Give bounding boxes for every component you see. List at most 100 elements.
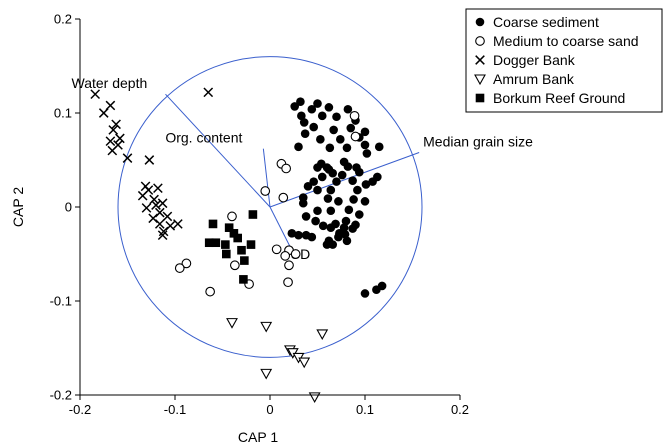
point-borkum-reef-ground <box>222 249 231 259</box>
point-dogger-bank <box>173 219 183 229</box>
point-coarse-sediment <box>361 180 371 189</box>
x-tick-label: -0.1 <box>164 402 186 417</box>
point-amrum-bank <box>260 368 273 380</box>
axes: -0.2 -0.1 0 0.1 0.2 -0.2 -0.1 0 0.1 0.2 CAP 1 CAP 2 <box>10 12 469 446</box>
point-medium-to-coarse-sand <box>350 131 361 142</box>
point-coarse-sediment <box>337 170 347 180</box>
point-dogger-bank <box>203 87 214 98</box>
point-medium-to-coarse-sand <box>278 192 289 203</box>
series-amrum-bank <box>226 318 329 404</box>
point-coarse-sediment <box>309 122 319 132</box>
series-coarse-sediment <box>287 97 387 298</box>
point-coarse-sediment <box>294 142 303 152</box>
point-amrum-bank <box>298 357 311 369</box>
point-coarse-sediment <box>301 212 311 221</box>
point-coarse-sediment <box>343 162 353 171</box>
correlation-circle <box>117 56 423 358</box>
point-dogger-bank <box>157 230 168 241</box>
legend-label-amrum-bank: Amrum Bank <box>493 71 575 87</box>
legend-item-coarse-sediment: Coarse sediment <box>475 14 599 30</box>
legend-label-coarse-sediment: Coarse sediment <box>493 14 599 30</box>
point-coarse-sediment <box>313 206 322 216</box>
point-coarse-sediment <box>317 172 327 182</box>
point-coarse-sediment <box>313 185 322 195</box>
vector-label-water-depth: Water depth <box>72 75 148 91</box>
point-medium-to-coarse-sand <box>227 211 237 222</box>
point-borkum-reef-ground <box>240 256 249 265</box>
point-coarse-sediment <box>311 216 320 226</box>
point-medium-to-coarse-sand <box>284 260 294 271</box>
point-coarse-sediment <box>329 125 338 135</box>
point-coarse-sediment <box>307 232 317 242</box>
point-coarse-sediment <box>340 229 350 239</box>
point-coarse-sediment <box>296 97 305 107</box>
point-dogger-bank <box>122 153 133 163</box>
point-medium-to-coarse-sand <box>281 163 292 174</box>
point-borkum-reef-ground <box>248 210 258 219</box>
point-coarse-sediment <box>313 99 322 108</box>
point-amrum-bank <box>316 329 329 341</box>
point-coarse-sediment <box>362 149 372 158</box>
point-borkum-reef-ground <box>204 238 214 248</box>
legend-label-dogger-bank: Dogger Bank <box>493 52 576 68</box>
point-borkum-reef-ground <box>246 240 256 249</box>
point-coarse-sediment <box>299 118 309 127</box>
point-borkum-reef-ground <box>233 233 242 243</box>
point-coarse-sediment <box>374 142 384 152</box>
point-dogger-bank <box>141 203 152 213</box>
legend-item-dogger-bank: Dogger Bank <box>475 52 576 68</box>
point-medium-to-coarse-sand <box>271 244 282 255</box>
point-coarse-sediment <box>287 229 297 238</box>
point-dogger-bank <box>154 219 165 229</box>
legend-marker-amrum-bank <box>474 74 486 86</box>
point-borkum-reef-ground <box>229 229 239 238</box>
legend-label-medium-to-coarse-sand: Medium to coarse sand <box>493 33 639 49</box>
point-coarse-sediment <box>341 216 351 226</box>
point-coarse-sediment <box>336 135 345 144</box>
point-coarse-sediment <box>355 210 364 219</box>
point-coarse-sediment <box>377 281 387 291</box>
point-medium-to-coarse-sand <box>280 251 291 261</box>
y-axis-title: CAP 2 <box>10 187 26 227</box>
x-tick-label: 0.1 <box>356 402 374 417</box>
point-medium-to-coarse-sand <box>205 286 215 297</box>
point-coarse-sediment <box>360 127 370 137</box>
point-coarse-sediment <box>307 104 317 114</box>
point-coarse-sediment <box>326 185 336 195</box>
y-tick-label: 0.2 <box>54 12 72 27</box>
point-coarse-sediment <box>303 182 313 191</box>
x-tick-label: 0.2 <box>451 402 469 417</box>
point-dogger-bank <box>162 211 173 222</box>
point-coarse-sediment <box>318 221 328 231</box>
point-coarse-sediment <box>342 143 352 153</box>
point-borkum-reef-ground <box>224 223 234 232</box>
point-medium-to-coarse-sand <box>260 186 271 196</box>
point-coarse-sediment <box>290 102 300 111</box>
point-coarse-sediment <box>334 197 343 206</box>
legend-marker-coarse-sediment <box>475 17 485 27</box>
point-coarse-sediment <box>348 224 357 233</box>
point-coarse-sediment <box>309 177 319 186</box>
point-coarse-sediment <box>325 143 335 153</box>
point-coarse-sediment <box>360 140 370 150</box>
point-borkum-reef-ground <box>211 238 221 248</box>
point-dogger-bank <box>111 119 121 130</box>
legend-marker-borkum-reef-ground <box>475 93 485 103</box>
point-coarse-sediment <box>348 176 357 185</box>
point-coarse-sediment <box>297 111 306 121</box>
point-amrum-bank <box>260 321 273 333</box>
legend-item-medium-to-coarse-sand: Medium to coarse sand <box>475 33 639 49</box>
point-dogger-bank <box>107 145 118 156</box>
point-coarse-sediment <box>346 123 356 133</box>
point-coarse-sediment <box>328 240 338 249</box>
point-dogger-bank <box>98 108 109 118</box>
legend: Coarse sediment Medium to coarse sand Dogg… <box>465 8 663 113</box>
vector-median-grain-size <box>269 152 420 208</box>
point-coarse-sediment <box>342 236 352 246</box>
legend-item-borkum-reef-ground: Borkum Reef Ground <box>475 90 625 106</box>
point-dogger-bank <box>144 155 155 165</box>
point-coarse-sediment <box>323 194 333 203</box>
point-dogger-bank <box>137 190 148 201</box>
point-coarse-sediment <box>332 177 341 186</box>
